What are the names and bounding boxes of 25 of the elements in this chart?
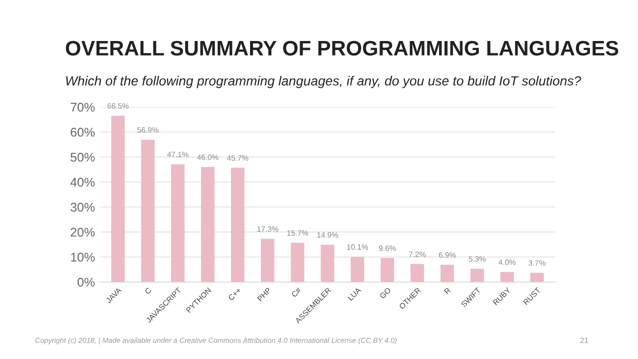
bar: [111, 116, 125, 282]
y-tick-label: 50%: [70, 152, 95, 162]
y-tick-label: 70%: [70, 102, 95, 112]
y-tick-label: 60%: [70, 128, 95, 137]
bar: [290, 242, 304, 282]
y-tick-label: 20%: [70, 228, 95, 237]
bar: [500, 272, 514, 282]
bar: [201, 167, 214, 282]
y-tick-label: 0%: [78, 278, 95, 287]
chart-title: OVERALL SUMMARY OF PROGRAMMING LANGUAGES: [66, 40, 618, 56]
y-tick-label: 40%: [70, 178, 95, 187]
bar: [410, 264, 424, 282]
bar: [141, 140, 155, 282]
bar: [440, 264, 454, 282]
bar: [380, 258, 394, 282]
bar: [320, 244, 334, 282]
bar: [230, 168, 244, 282]
bar: [260, 238, 274, 282]
y-tick-label: 10%: [71, 252, 95, 262]
bar: [171, 164, 185, 282]
bar: [470, 268, 484, 282]
y-tick-label: 30%: [70, 202, 95, 212]
bar: [350, 256, 364, 282]
chart-subtitle: Which of the following programming languages, if any, do you use to build IoT solutions?: [66, 76, 582, 88]
bar: [530, 272, 544, 282]
